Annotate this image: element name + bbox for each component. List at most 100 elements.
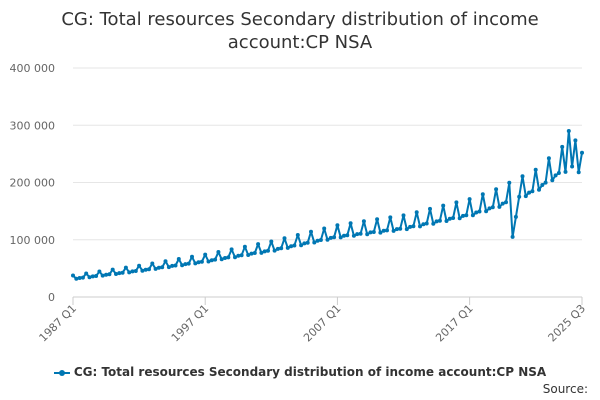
data-point[interactable]	[176, 257, 181, 261]
data-point[interactable]	[540, 183, 545, 187]
data-point[interactable]	[335, 223, 340, 228]
data-point[interactable]	[355, 232, 360, 237]
data-point[interactable]	[546, 156, 551, 161]
data-point[interactable]	[110, 267, 115, 272]
data-point[interactable]	[566, 129, 571, 133]
data-point[interactable]	[513, 214, 518, 219]
data-point[interactable]	[219, 257, 224, 262]
data-point[interactable]	[418, 224, 422, 229]
data-point[interactable]	[140, 268, 145, 273]
data-point[interactable]	[338, 235, 343, 240]
data-point[interactable]	[209, 258, 214, 263]
data-point[interactable]	[504, 200, 508, 205]
data-point[interactable]	[160, 265, 165, 270]
legend[interactable]: CG: Total resources Secondary distributi…	[0, 365, 600, 379]
data-point[interactable]	[295, 233, 300, 237]
data-point[interactable]	[137, 263, 142, 268]
data-point[interactable]	[345, 233, 350, 238]
data-point[interactable]	[388, 215, 393, 220]
data-point[interactable]	[494, 187, 499, 192]
data-point[interactable]	[186, 261, 191, 266]
data-point[interactable]	[408, 224, 413, 229]
data-point[interactable]	[150, 261, 155, 266]
data-point[interactable]	[229, 247, 234, 252]
data-point[interactable]	[249, 251, 254, 256]
data-point[interactable]	[428, 206, 432, 211]
data-point[interactable]	[434, 219, 439, 224]
data-point[interactable]	[312, 240, 317, 245]
data-point[interactable]	[527, 190, 532, 195]
data-point[interactable]	[199, 259, 204, 264]
data-point[interactable]	[309, 229, 313, 234]
data-point[interactable]	[490, 205, 495, 210]
data-point[interactable]	[431, 221, 436, 226]
data-point[interactable]	[236, 253, 241, 258]
data-point[interactable]	[414, 210, 419, 215]
data-point[interactable]	[226, 255, 231, 260]
data-point[interactable]	[461, 213, 465, 218]
data-point[interactable]	[100, 273, 105, 278]
data-point[interactable]	[87, 275, 92, 280]
data-point[interactable]	[143, 267, 148, 272]
data-point[interactable]	[328, 235, 333, 240]
data-point[interactable]	[193, 261, 198, 266]
data-point[interactable]	[302, 241, 307, 246]
data-point[interactable]	[163, 259, 168, 264]
data-point[interactable]	[94, 274, 99, 278]
data-point[interactable]	[322, 226, 327, 231]
data-point[interactable]	[127, 270, 132, 275]
data-point[interactable]	[120, 270, 125, 275]
data-point[interactable]	[477, 209, 482, 214]
data-point[interactable]	[480, 192, 485, 197]
data-point[interactable]	[563, 169, 568, 174]
data-point[interactable]	[550, 178, 555, 183]
data-point[interactable]	[318, 238, 323, 242]
data-point[interactable]	[285, 245, 290, 250]
data-point[interactable]	[342, 233, 346, 238]
data-point[interactable]	[262, 249, 267, 254]
data-point[interactable]	[530, 189, 535, 194]
data-point[interactable]	[223, 256, 227, 260]
data-point[interactable]	[441, 203, 446, 208]
data-point[interactable]	[576, 170, 581, 175]
data-point[interactable]	[401, 213, 406, 218]
data-point[interactable]	[500, 201, 505, 206]
data-point[interactable]	[104, 272, 109, 277]
data-point[interactable]	[351, 233, 356, 238]
data-point[interactable]	[580, 150, 584, 155]
data-point[interactable]	[348, 221, 353, 226]
data-point[interactable]	[371, 230, 376, 234]
data-point[interactable]	[216, 250, 221, 254]
data-point[interactable]	[537, 187, 541, 192]
data-point[interactable]	[474, 210, 479, 215]
data-point[interactable]	[166, 265, 171, 270]
data-point[interactable]	[520, 174, 525, 179]
data-point[interactable]	[206, 259, 211, 264]
data-point[interactable]	[507, 180, 512, 185]
data-point[interactable]	[361, 219, 366, 224]
data-point[interactable]	[156, 265, 161, 270]
data-point[interactable]	[180, 263, 185, 268]
data-point[interactable]	[90, 274, 95, 279]
data-point[interactable]	[71, 273, 75, 278]
data-point[interactable]	[378, 230, 383, 235]
data-point[interactable]	[394, 227, 399, 232]
data-point[interactable]	[213, 257, 218, 262]
data-point[interactable]	[153, 266, 158, 271]
data-point[interactable]	[282, 236, 287, 241]
data-point[interactable]	[190, 254, 194, 259]
data-point[interactable]	[411, 224, 416, 229]
data-point[interactable]	[123, 265, 128, 270]
data-point[interactable]	[299, 243, 304, 248]
data-point[interactable]	[239, 253, 244, 258]
data-point[interactable]	[487, 206, 492, 211]
data-point[interactable]	[275, 246, 280, 251]
data-point[interactable]	[272, 248, 277, 253]
data-point[interactable]	[375, 217, 380, 222]
data-point[interactable]	[556, 171, 561, 175]
data-point[interactable]	[457, 216, 462, 221]
data-point[interactable]	[147, 267, 151, 272]
data-point[interactable]	[451, 216, 456, 220]
data-point[interactable]	[497, 204, 502, 209]
data-point[interactable]	[517, 194, 522, 199]
